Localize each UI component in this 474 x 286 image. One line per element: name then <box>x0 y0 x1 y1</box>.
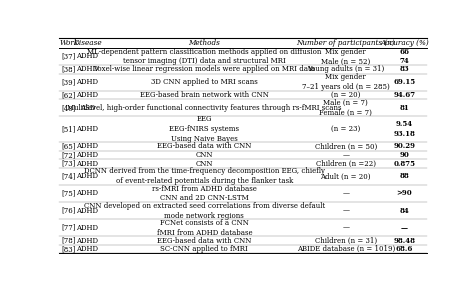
Text: [62]: [62] <box>62 91 76 99</box>
Text: —: — <box>342 190 349 198</box>
Text: Multilevel, high-order functional connectivity features through rs-fMRI scans: Multilevel, high-order functional connec… <box>67 104 342 112</box>
Text: [78]: [78] <box>62 237 76 245</box>
Text: ADHD: ADHD <box>76 142 99 150</box>
Text: Accuracy (%): Accuracy (%) <box>380 39 429 47</box>
Text: 0.875: 0.875 <box>393 160 416 168</box>
Text: [74]: [74] <box>62 172 76 180</box>
Text: [76]: [76] <box>62 206 76 214</box>
Text: CNN developed on extracted seed correlations from diverse default
mode network r: CNN developed on extracted seed correlat… <box>84 202 325 220</box>
Text: Methods: Methods <box>189 39 220 47</box>
Text: rs-fMRI from ADHD database
CNN and 2D CNN-LSTM: rs-fMRI from ADHD database CNN and 2D CN… <box>152 184 257 202</box>
Text: EEG-based brain network with CNN: EEG-based brain network with CNN <box>140 91 269 99</box>
Text: ADHD: ADHD <box>76 78 99 86</box>
Text: ML-dependent pattern classification methods applied on diffusion
tensor imaging : ML-dependent pattern classification meth… <box>87 47 321 65</box>
Text: [73]: [73] <box>62 160 76 168</box>
Text: ADHD: ADHD <box>76 172 99 180</box>
Text: Male (n = 7)
Female (n = 7): Male (n = 7) Female (n = 7) <box>319 99 372 117</box>
Text: 66
74: 66 74 <box>400 47 410 65</box>
Text: Adult (n = 20): Adult (n = 20) <box>320 172 371 180</box>
Text: 81: 81 <box>400 104 410 112</box>
Text: Disease: Disease <box>73 39 102 47</box>
Text: (n = 23): (n = 23) <box>331 125 360 133</box>
Text: 69.15: 69.15 <box>393 78 416 86</box>
Text: ADHD: ADHD <box>76 151 99 159</box>
Text: Number of participants (n): Number of participants (n) <box>296 39 395 47</box>
Text: 3D CNN applied to MRI scans: 3D CNN applied to MRI scans <box>151 78 258 86</box>
Text: >90: >90 <box>397 190 412 198</box>
Text: ADHD: ADHD <box>76 91 99 99</box>
Text: 88: 88 <box>400 172 410 180</box>
Text: Mix gender
7–21 years old (n = 285): Mix gender 7–21 years old (n = 285) <box>302 73 390 91</box>
Text: [65]: [65] <box>62 142 76 150</box>
Text: 83: 83 <box>400 65 410 73</box>
Text: [38]: [38] <box>62 65 76 73</box>
Text: ABIDE database (n = 1019): ABIDE database (n = 1019) <box>297 245 395 253</box>
Text: —: — <box>342 151 349 159</box>
Text: 90: 90 <box>400 151 410 159</box>
Text: Children (n = 31): Children (n = 31) <box>315 237 377 245</box>
Text: 90.29: 90.29 <box>393 142 416 150</box>
Text: [40]: [40] <box>62 104 76 112</box>
Text: (n = 20): (n = 20) <box>331 91 360 99</box>
Text: ADHD: ADHD <box>76 237 99 245</box>
Text: [72]: [72] <box>62 151 76 159</box>
Text: ADHD: ADHD <box>76 245 99 253</box>
Text: —: — <box>342 206 349 214</box>
Text: 98.48: 98.48 <box>393 237 416 245</box>
Text: —: — <box>342 224 349 232</box>
Text: EEG
EEG-fNIRS systems
Using Naive Bayes: EEG EEG-fNIRS systems Using Naive Bayes <box>169 116 239 143</box>
Text: 84: 84 <box>400 206 410 214</box>
Text: ADHD: ADHD <box>76 224 99 232</box>
Text: Young adults (n = 31): Young adults (n = 31) <box>307 65 384 73</box>
Text: EEG-based data with CNN: EEG-based data with CNN <box>157 142 252 150</box>
Text: ADHD: ADHD <box>76 65 99 73</box>
Text: CNN: CNN <box>196 151 213 159</box>
Text: ADHD: ADHD <box>76 52 99 60</box>
Text: 9.54
93.18: 9.54 93.18 <box>393 120 416 138</box>
Text: 94.67: 94.67 <box>393 91 416 99</box>
Text: FCNet consists of a CNN
fMRI from ADHD database: FCNet consists of a CNN fMRI from ADHD d… <box>156 219 252 237</box>
Text: ADHD: ADHD <box>76 206 99 214</box>
Text: DCNN derived from the time-frequency decomposition EEG, chiefly
of event-related: DCNN derived from the time-frequency dec… <box>84 168 325 185</box>
Text: Work: Work <box>59 39 78 47</box>
Text: [39]: [39] <box>62 78 76 86</box>
Text: —: — <box>401 224 408 232</box>
Text: ASD: ASD <box>80 104 95 112</box>
Text: Children (n =22): Children (n =22) <box>316 160 376 168</box>
Text: [37]: [37] <box>62 52 76 60</box>
Text: [75]: [75] <box>62 190 76 198</box>
Text: SC-CNN applied to fMRI: SC-CNN applied to fMRI <box>161 245 248 253</box>
Text: 68.6: 68.6 <box>396 245 413 253</box>
Text: [83]: [83] <box>62 245 76 253</box>
Text: Mix gender
Male (n = 52): Mix gender Male (n = 52) <box>321 47 370 65</box>
Text: [77]: [77] <box>62 224 76 232</box>
Text: Voxel-wise linear regression models were applied on MRI data: Voxel-wise linear regression models were… <box>93 65 315 73</box>
Text: EEG-based data with CNN: EEG-based data with CNN <box>157 237 252 245</box>
Text: [51]: [51] <box>62 125 76 133</box>
Text: ADHD: ADHD <box>76 160 99 168</box>
Text: ADHD: ADHD <box>76 125 99 133</box>
Text: Children (n = 50): Children (n = 50) <box>315 142 377 150</box>
Text: CNN: CNN <box>196 160 213 168</box>
Text: ADHD: ADHD <box>76 190 99 198</box>
